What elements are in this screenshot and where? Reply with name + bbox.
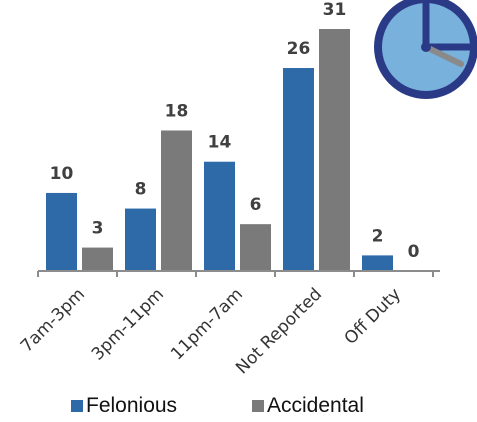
bar-felonious-7am-3pm [46, 192, 77, 271]
value-label-accidental-3pm-11pm: 18 [165, 101, 189, 121]
value-label-felonious-3pm-11pm: 8 [135, 180, 147, 200]
x-tick-label-off-duty: Off Duty [341, 284, 405, 348]
bar-felonious-11pm-7am [204, 161, 235, 271]
value-labels-layer: 10 3 8 18 14 6 26 31 2 0 [50, 0, 420, 262]
x-axis [37, 270, 440, 277]
clock-hub [421, 42, 431, 52]
value-label-accidental-11pm-7am: 6 [250, 195, 262, 215]
legend-label-accidental: Accidental [267, 394, 364, 417]
bar-accidental-11pm-7am [240, 224, 271, 271]
legend-swatch-felonious [71, 400, 83, 412]
legend-swatch-accidental [252, 400, 264, 412]
clock-icon [374, 0, 477, 99]
value-label-felonious-7am-3pm: 10 [50, 164, 74, 184]
bars-layer [46, 29, 393, 271]
x-tick-label-11pm-7am: 11pm-7am [167, 284, 247, 364]
bar-accidental-not-reported [319, 29, 350, 271]
value-label-accidental-7am-3pm: 3 [92, 219, 104, 239]
value-label-accidental-off-duty: 0 [408, 242, 420, 262]
clock-second-hand [423, 44, 464, 67]
value-label-accidental-not-reported: 31 [323, 0, 347, 20]
value-label-felonious-off-duty: 2 [372, 226, 384, 246]
x-tick-label-3pm-11pm: 3pm-11pm [88, 284, 168, 364]
bar-felonious-not-reported [283, 68, 314, 271]
legend: Felonious Accidental [71, 394, 364, 417]
x-tick-label-7am-3pm: 7am-3pm [17, 284, 89, 356]
value-label-felonious-not-reported: 26 [287, 39, 311, 59]
bar-felonious-3pm-11pm [125, 208, 156, 271]
bar-accidental-3pm-11pm [161, 130, 192, 271]
legend-label-felonious: Felonious [86, 394, 177, 417]
value-label-felonious-11pm-7am: 14 [208, 133, 232, 153]
bar-accidental-7am-3pm [82, 247, 113, 271]
bar-felonious-off-duty [362, 255, 393, 271]
